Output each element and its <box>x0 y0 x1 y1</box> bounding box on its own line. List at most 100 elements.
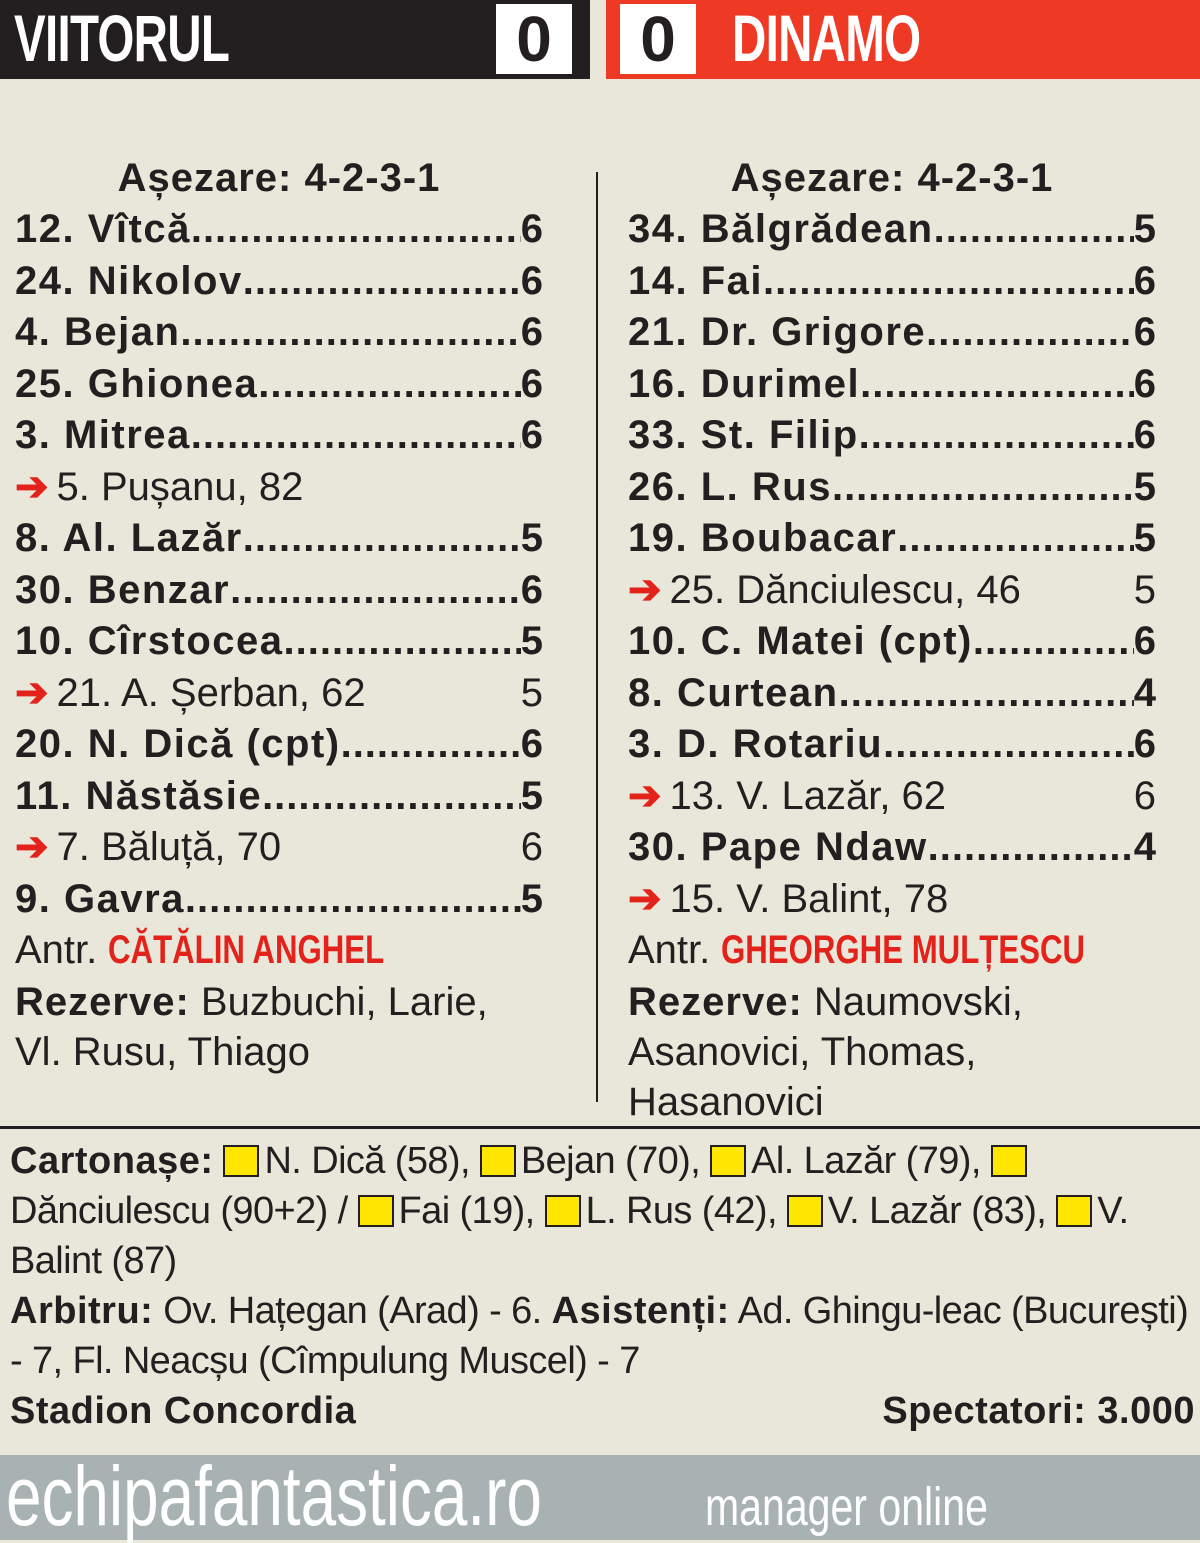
player-row: 11. Năstăsie 5 <box>15 771 543 823</box>
card-entry: Dănciulescu (90+2) / <box>10 1190 348 1232</box>
player-name: 11. Năstăsie <box>15 773 263 818</box>
reserves: Rezerve: Buzbuchi, Larie, Vl. Rusu, Thia… <box>15 977 543 1077</box>
home-team-bar: VIITORUL 0 <box>0 0 590 79</box>
dot-leader <box>860 359 1134 411</box>
reserves-label: Rezerve: <box>628 979 803 1024</box>
dot-leader <box>973 616 1134 668</box>
away-score: 0 <box>620 4 696 74</box>
player-name: 16. Durimel <box>628 361 861 406</box>
stadium: Stadion Concordia <box>10 1390 357 1432</box>
player-name: 30. Benzar <box>15 567 231 612</box>
dot-leader <box>284 616 521 668</box>
player-name: 12. Vîtcă <box>15 207 191 251</box>
yellow-card-icon <box>544 1195 581 1227</box>
player-name: 34. Bălgrădean <box>628 207 934 251</box>
substitute-row: ➔ 25. Dănciulescu, 46 5 <box>628 565 1156 617</box>
stadium-row: Stadion Concordia Spectatori: 3.000 <box>10 1386 1195 1436</box>
player-row: 3. Mitrea 6 <box>15 410 543 462</box>
section-divider <box>0 1126 1200 1129</box>
player-name: 10. Cîrstocea <box>15 619 284 663</box>
yellow-card-icon <box>357 1195 394 1227</box>
player-row: 10. C. Matei (cpt) 6 <box>628 616 1156 668</box>
player-name: 33. St. Filip <box>628 413 859 457</box>
reserves-list: Naumovski, Asanovici, Thomas, Hasanovici <box>628 979 1023 1124</box>
player-row: 19. Boubacar 5 <box>628 513 1156 565</box>
player-row: 24. Nikolov 6 <box>15 256 543 308</box>
player-row: 8. Curtean 4 <box>628 668 1156 720</box>
assistants-label: Asistenți: <box>551 1290 730 1332</box>
spectators: Spectatori: 3.000 <box>882 1390 1195 1432</box>
player-rating: 5 <box>520 773 543 818</box>
dot-leader <box>883 719 1134 771</box>
player-row: 21. Dr. Grigore 6 <box>628 307 1156 359</box>
player-rating: 6 <box>520 361 543 406</box>
referee-info: Arbitru: Ov. Hațegan (Arad) - 6. Asisten… <box>10 1286 1195 1386</box>
substitution-arrow-icon: ➔ <box>628 876 662 921</box>
away-team-bar: 0 DINAMO <box>606 0 1200 79</box>
card-entry: Bejan (70), <box>520 1140 701 1182</box>
dot-leader <box>926 307 1134 359</box>
card-entry: Al. Lazăr (79), <box>751 1140 981 1182</box>
player-row: 9. Gavra 5 <box>15 874 543 926</box>
assistants-text: Ad. Ghingu-leac (București) - 7, Fl. Nea… <box>10 1290 1189 1382</box>
substitute-row: ➔ 7. Băluță, 70 6 <box>15 822 543 874</box>
player-rating: 6 <box>520 310 543 354</box>
dot-leader <box>243 513 521 565</box>
player-name: 26. L. Rus <box>628 464 832 509</box>
site-logo: echipafantastica.ro <box>6 1449 542 1543</box>
column-divider <box>596 172 598 1102</box>
card-entry: Fai (19), <box>398 1190 536 1232</box>
player-rating: 6 <box>1133 773 1156 818</box>
substitution-arrow-icon: ➔ <box>15 670 49 715</box>
dot-leader <box>763 256 1134 308</box>
player-rating: 5 <box>520 876 543 921</box>
footer-banner: echipafantastica.ro manager online <box>0 1451 1200 1541</box>
player-row: 26. L. Rus 5 <box>628 462 1156 514</box>
player-name: 3. Mitrea <box>15 413 191 457</box>
player-row: 4. Bejan 6 <box>15 307 543 359</box>
yellow-card-icon <box>1056 1195 1093 1227</box>
player-rating: 5 <box>1133 207 1156 251</box>
substitute-row: ➔ 13. V. Lazăr, 62 6 <box>628 771 1156 823</box>
coach-row: Antr. GHEORGHE MULȚESCU <box>628 925 1156 977</box>
away-team-name: DINAMO <box>732 1 921 75</box>
yellow-card-icon <box>786 1195 823 1227</box>
player-name: 8. Curtean <box>628 670 839 715</box>
substitution-arrow-icon: ➔ <box>15 825 49 869</box>
home-team-name: VIITORUL <box>14 1 230 75</box>
player-name: 30. Pape Ndaw <box>628 825 928 869</box>
player-row: 30. Benzar 6 <box>15 565 543 617</box>
yellow-card-icon <box>990 1145 1027 1177</box>
substitute-row: ➔ 5. Pușanu, 82 <box>15 462 543 514</box>
player-row: 10. Cîrstocea 5 <box>15 616 543 668</box>
player-row: 25. Ghionea 6 <box>15 359 543 411</box>
player-rating: 6 <box>520 207 543 251</box>
away-lineup: Așezare: 4-2-3-134. Bălgrădean514. Fai62… <box>628 152 1156 1127</box>
player-rating: 4 <box>1133 670 1156 715</box>
player-row: 20. N. Dică (cpt) 6 <box>15 719 543 771</box>
card-entry: V. Lazăr (83), <box>827 1190 1047 1232</box>
player-name: 8. Al. Lazăr <box>15 516 243 560</box>
player-row: 34. Bălgrădean 5 <box>628 204 1156 256</box>
coach-label: Antr. <box>628 928 711 972</box>
player-rating: 6 <box>1133 361 1156 406</box>
coach-name: GHEORGHE MULȚESCU <box>721 928 1086 972</box>
dot-leader <box>191 410 521 462</box>
player-name: 15. V. Balint, 78 <box>669 876 949 921</box>
dot-leader <box>243 256 521 308</box>
reserves-label: Rezerve: <box>15 979 190 1024</box>
player-rating: 5 <box>1133 567 1156 612</box>
player-rating: 6 <box>520 722 543 766</box>
player-rating: 5 <box>520 619 543 663</box>
player-name: 4. Bejan <box>15 310 181 354</box>
dot-leader <box>258 359 521 411</box>
player-name: 5. Pușanu, 82 <box>56 464 304 509</box>
player-rating: 5 <box>520 516 543 560</box>
site-tagline: manager online <box>705 1477 988 1537</box>
card-entry: L. Rus (42), <box>585 1190 778 1232</box>
substitution-arrow-icon: ➔ <box>628 567 662 612</box>
yellow-card-icon <box>479 1145 516 1177</box>
player-rating: 6 <box>1133 258 1156 303</box>
substitute-row: ➔ 15. V. Balint, 78 <box>628 874 1156 926</box>
formation: Așezare: 4-2-3-1 <box>730 156 1054 200</box>
